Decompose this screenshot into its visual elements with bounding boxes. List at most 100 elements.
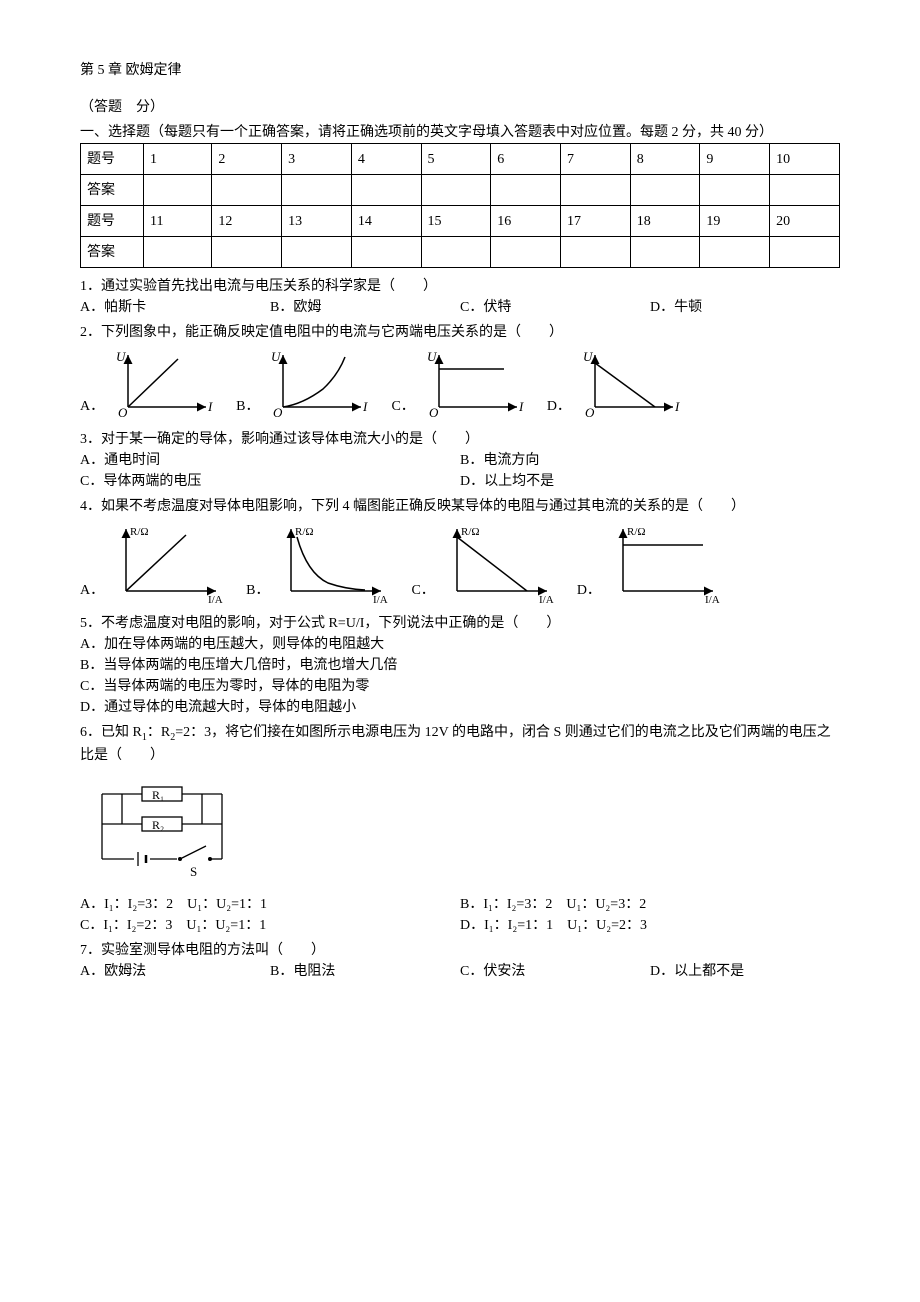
option: D．牛顿 [650, 297, 840, 318]
svg-text:I: I [362, 399, 368, 414]
cell: 15 [421, 206, 491, 237]
option-label: B． [236, 396, 259, 417]
chapter-title: 第 5 章 欧姆定律 [80, 60, 840, 81]
option: C．I₁：I₂=2：3 U₁：U₂=1：1 [80, 915, 460, 936]
answer-score-line: （答题 分） [80, 97, 840, 118]
svg-text:U: U [271, 349, 282, 364]
cell [351, 237, 421, 268]
cell [560, 237, 630, 268]
option: B．当导体两端的电压增大几倍时，电流也增大几倍 [80, 655, 840, 676]
cell [491, 237, 561, 268]
cell [144, 237, 212, 268]
svg-text:U: U [116, 349, 127, 364]
option: C．导体两端的电压 [80, 471, 460, 492]
option: A．I₁：I₂=3：2 U₁：U₂=1：1 [80, 894, 460, 915]
circuit-diagram: R₁ R₂ S [92, 774, 840, 884]
graph-icon: R/Ω I/A [605, 523, 725, 603]
cell: 2 [212, 144, 282, 175]
svg-text:O: O [429, 405, 439, 419]
cell: 3 [282, 144, 352, 175]
q6-options: A．I₁：I₂=3：2 U₁：U₂=1：1 B．I₁：I₂=3：2 U₁：U₂=… [80, 894, 840, 936]
svg-text:U: U [427, 349, 438, 364]
option: D．以上均不是 [460, 471, 840, 492]
section1-intro: 一、选择题（每题只有一个正确答案，请将正确选项前的英文字母填入答题表中对应位置。… [80, 122, 840, 143]
q2-graphs: A． U I O B． U I O C． U I O D． [80, 349, 840, 419]
question-4: 4．如果不考虑温度对导体电阻影响，下列 4 幅图能正确反映某导体的电阻与通过其电… [80, 496, 840, 517]
row-label: 答案 [81, 175, 144, 206]
option: D．以上都不是 [650, 961, 840, 982]
cell [421, 175, 491, 206]
cell [491, 175, 561, 206]
row-label: 题号 [81, 144, 144, 175]
q1-options: A．帕斯卡 B．欧姆 C．伏特 D．牛顿 [80, 297, 840, 318]
question-1: 1．通过实验首先找出电流与电压关系的科学家是（ ） [80, 276, 840, 297]
option-label: D． [547, 396, 571, 417]
cell: 12 [212, 206, 282, 237]
cell [282, 237, 352, 268]
svg-text:I: I [518, 399, 524, 414]
svg-text:R₁: R₁ [152, 788, 164, 802]
cell: 5 [421, 144, 491, 175]
cell [700, 237, 770, 268]
cell [630, 175, 700, 206]
cell: 10 [770, 144, 840, 175]
option: C．伏特 [460, 297, 650, 318]
option-label: C． [411, 580, 434, 601]
question-3: 3．对于某一确定的导体，影响通过该导体电流大小的是（ ） [80, 429, 840, 450]
svg-text:I: I [207, 399, 213, 414]
cell [282, 175, 352, 206]
option: C．当导体两端的电压为零时，导体的电阻为零 [80, 676, 840, 697]
graph-icon: U I O [263, 349, 373, 419]
option: B．I₁：I₂=3：2 U₁：U₂=3：2 [460, 894, 840, 915]
q5-options: A．加在导体两端的电压越大，则导体的电阻越大 B．当导体两端的电压增大几倍时，电… [80, 634, 840, 718]
svg-text:S: S [190, 864, 197, 879]
option: D．通过导体的电流越大时，导体的电阻越小 [80, 697, 840, 718]
cell: 1 [144, 144, 212, 175]
option: A．帕斯卡 [80, 297, 270, 318]
svg-text:I: I [674, 399, 680, 414]
cell: 18 [630, 206, 700, 237]
cell [700, 175, 770, 206]
svg-text:I/A: I/A [539, 594, 554, 603]
cell: 7 [560, 144, 630, 175]
cell [421, 237, 491, 268]
svg-text:I/A: I/A [208, 594, 223, 603]
answer-table: 题号 1 2 3 4 5 6 7 8 9 10 答案 题号 11 12 13 1… [80, 143, 840, 268]
cell [560, 175, 630, 206]
graph-icon: R/Ω I/A [439, 523, 559, 603]
svg-text:O: O [118, 405, 128, 419]
option: A．欧姆法 [80, 961, 270, 982]
q3-options: A．通电时间 B．电流方向 C．导体两端的电压 D．以上均不是 [80, 450, 840, 492]
graph-icon: U I O [419, 349, 529, 419]
graph-icon: R/Ω I/A [108, 523, 228, 603]
cell: 19 [700, 206, 770, 237]
svg-text:O: O [273, 405, 283, 419]
q4-graphs: A． R/Ω I/A B． R/Ω I/A C． R/Ω I/A D． [80, 523, 840, 603]
graph-icon: U I O [108, 349, 218, 419]
svg-text:R/Ω: R/Ω [461, 526, 480, 538]
cell [351, 175, 421, 206]
option-label: A． [80, 396, 104, 417]
cell: 20 [770, 206, 840, 237]
q7-options: A．欧姆法 B．电阻法 C．伏安法 D．以上都不是 [80, 961, 840, 982]
graph-icon: U I O [575, 349, 685, 419]
cell [212, 237, 282, 268]
cell: 16 [491, 206, 561, 237]
svg-text:U: U [583, 349, 594, 364]
question-5: 5．不考虑温度对电阻的影响，对于公式 R=U/I，下列说法中正确的是（ ） [80, 613, 840, 634]
svg-text:R/Ω: R/Ω [627, 526, 646, 538]
question-6: 6．已知 R1：R2=2：3，将它们接在如图所示电源电压为 12V 的电路中，闭… [80, 722, 840, 766]
cell [770, 175, 840, 206]
cell: 9 [700, 144, 770, 175]
option: A．通电时间 [80, 450, 460, 471]
cell [144, 175, 212, 206]
option-label: C． [391, 396, 414, 417]
table-row: 题号 11 12 13 14 15 16 17 18 19 20 [81, 206, 840, 237]
option: B．电阻法 [270, 961, 460, 982]
table-row: 题号 1 2 3 4 5 6 7 8 9 10 [81, 144, 840, 175]
cell: 6 [491, 144, 561, 175]
row-label: 题号 [81, 206, 144, 237]
svg-text:R/Ω: R/Ω [130, 526, 149, 538]
row-label: 答案 [81, 237, 144, 268]
option-label: A． [80, 580, 104, 601]
